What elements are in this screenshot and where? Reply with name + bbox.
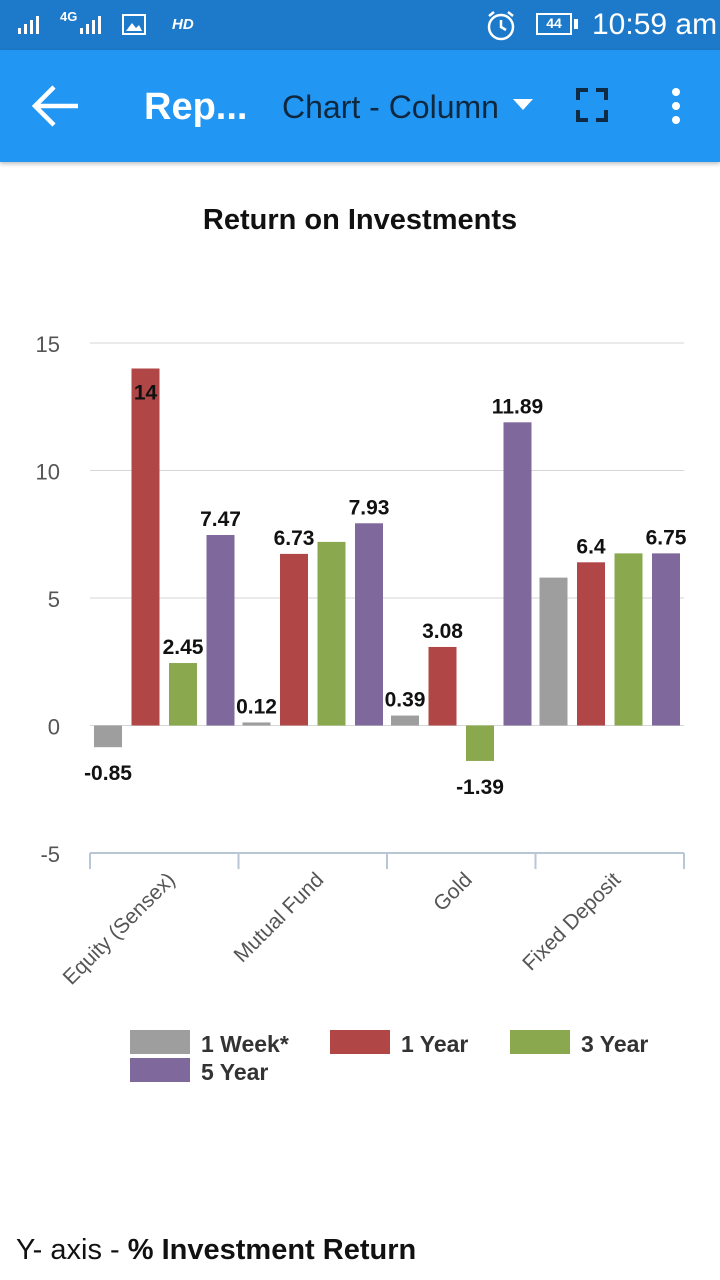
bar (577, 562, 605, 726)
data-label: -1.39 (456, 776, 504, 799)
bar (206, 535, 235, 726)
battery-level: 44 (546, 15, 562, 31)
battery-icon (536, 13, 572, 35)
signal-2-icon (80, 16, 101, 34)
legend-label: 1 Year (401, 1031, 468, 1057)
y-tick-label: 5 (48, 587, 60, 612)
bar (428, 646, 457, 726)
dropdown-triangle-icon (513, 99, 533, 110)
data-label: 7.47 (200, 508, 241, 531)
y-tick-label: 10 (36, 460, 60, 485)
data-label: 11.89 (492, 395, 543, 418)
data-label: 2.45 (163, 636, 204, 659)
alarm-icon (487, 11, 515, 41)
hd-label: HD (172, 16, 194, 33)
legend-swatch (130, 1030, 190, 1054)
legend-swatch (510, 1030, 570, 1054)
data-label: -0.85 (84, 762, 132, 785)
data-label: 6.73 (274, 527, 315, 550)
bar (131, 368, 160, 726)
bar (317, 541, 346, 726)
y-axis-note: Y- axis - % Investment Return (16, 1234, 416, 1267)
category-label: Gold (429, 868, 477, 916)
data-label: 14 (134, 382, 158, 405)
chart-title: Return on Investments (202, 204, 518, 236)
bar (169, 663, 197, 726)
data-label: 6.4 (576, 535, 606, 558)
bar (503, 422, 532, 726)
bar (280, 553, 308, 726)
bar (391, 715, 419, 726)
data-label: 3.08 (422, 620, 463, 643)
data-label: 6.75 (646, 526, 687, 549)
bar (94, 725, 122, 748)
legend-swatch (130, 1058, 190, 1082)
y-axis-note-bold: % Investment Return (127, 1234, 417, 1266)
battery-tip (574, 19, 578, 29)
clock: 10:59 am (592, 8, 718, 41)
y-tick-label: -5 (40, 842, 60, 867)
y-axis-note-prefix: Y- axis - (16, 1234, 128, 1266)
y-tick-label: 15 (36, 332, 60, 357)
bar (242, 722, 271, 726)
bar (466, 725, 494, 761)
image-icon (122, 14, 146, 35)
signal-icon (18, 16, 39, 34)
category-label: Equity (Sensex) (59, 868, 180, 989)
chart-type-dropdown[interactable]: Chart - Column (282, 80, 542, 134)
page-title: Rep... (144, 86, 248, 128)
status-bar: 4G HD 44 10:59 am (0, 0, 720, 50)
bar (539, 577, 568, 726)
fullscreen-icon[interactable] (576, 88, 608, 122)
bar (652, 553, 680, 726)
bar (614, 553, 643, 726)
network-type-label: 4G (60, 9, 78, 24)
data-label: 0.39 (385, 689, 426, 712)
overflow-menu-icon[interactable] (668, 86, 684, 126)
legend-label: 3 Year (581, 1031, 648, 1057)
back-arrow-icon[interactable] (30, 84, 82, 128)
bar (355, 523, 383, 726)
y-tick-label: 0 (48, 715, 60, 740)
column-chart: -5 0 5 10 15 -0.85 14 2.45 7.47 Equity (Sensex) 0.… (36, 332, 687, 1085)
category-label: Fixed Deposit (518, 868, 625, 975)
legend-swatch (330, 1030, 390, 1054)
data-label: 7.93 (349, 496, 390, 519)
legend-label: 5 Year (201, 1059, 268, 1085)
category-label: Mutual Fund (229, 868, 328, 967)
legend-label: 1 Week* (201, 1031, 289, 1057)
app-bar: Rep... Chart - Column (0, 50, 720, 162)
chart-type-label: Chart - Column (282, 89, 499, 125)
data-label: 0.12 (236, 695, 277, 718)
